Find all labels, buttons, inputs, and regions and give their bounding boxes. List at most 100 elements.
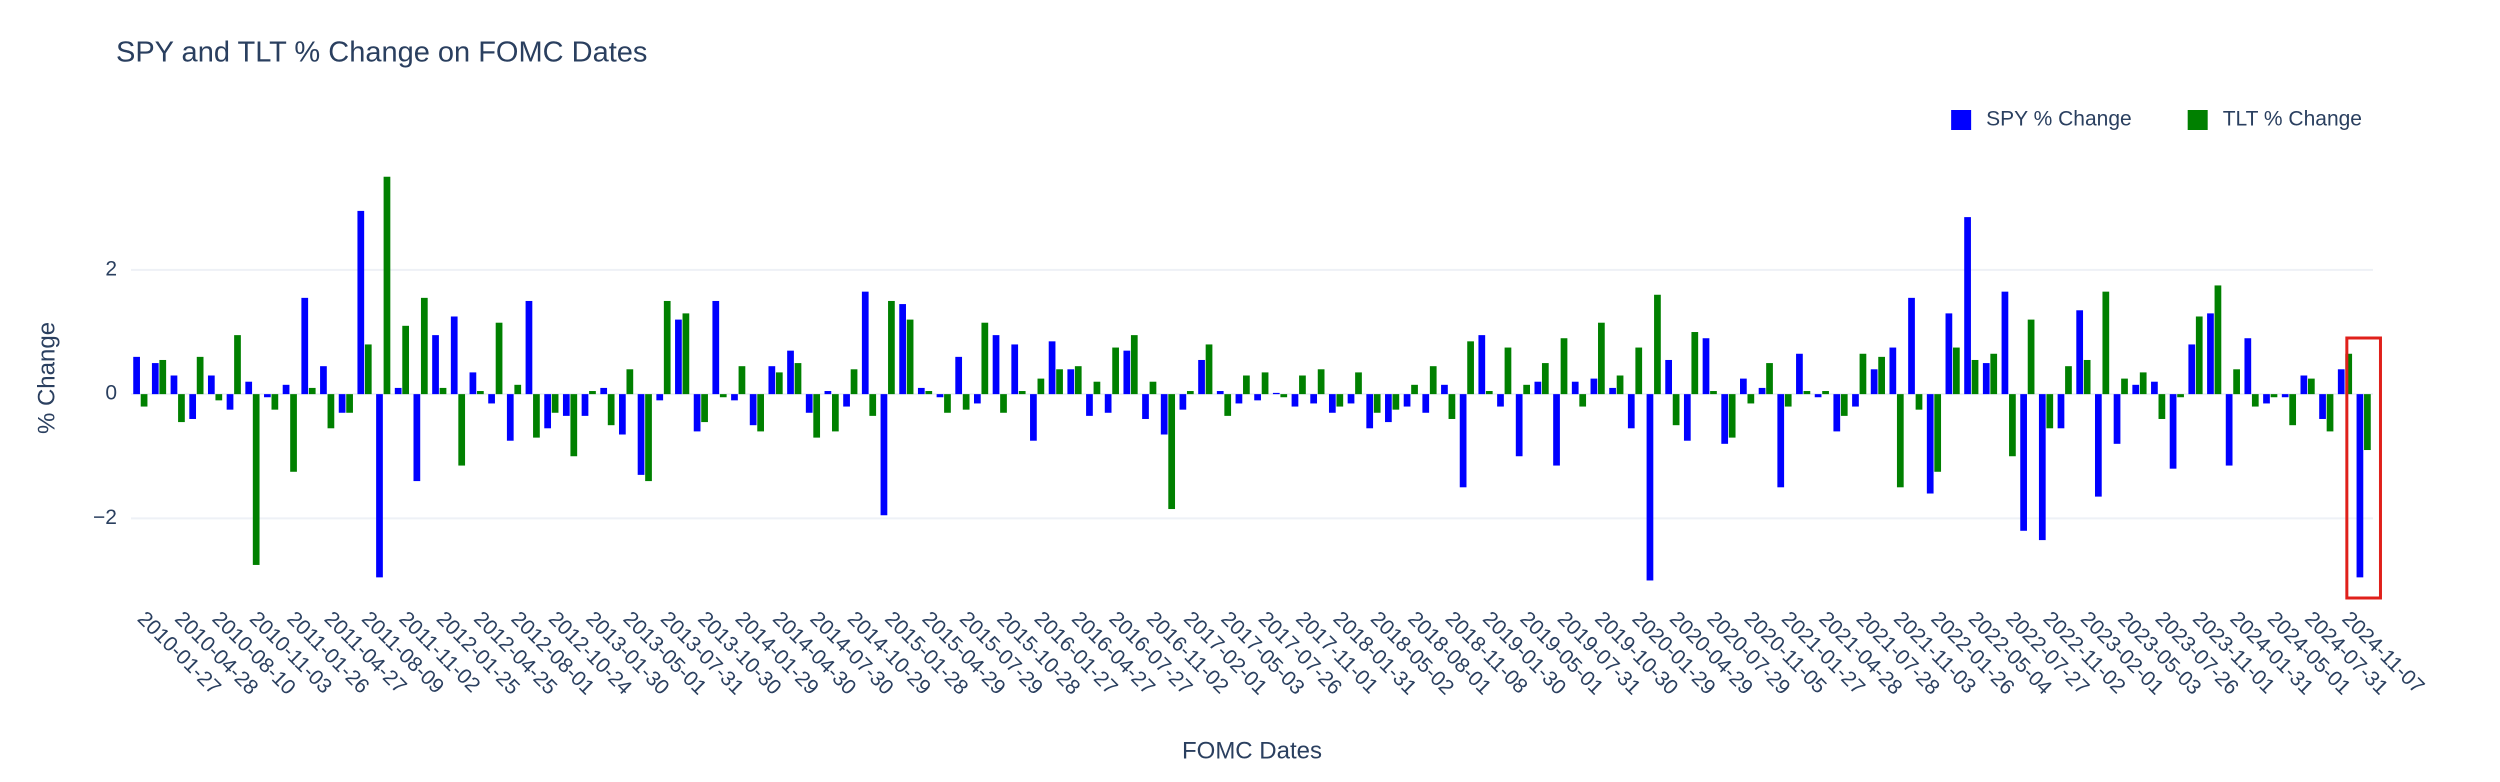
bar — [1796, 353, 1803, 395]
bar — [1878, 356, 1885, 395]
bar — [1541, 363, 1549, 395]
bar — [1448, 394, 1456, 419]
bar — [888, 300, 895, 395]
bar — [439, 387, 447, 395]
bar — [1504, 347, 1512, 395]
bar — [1299, 375, 1306, 395]
bar — [1160, 394, 1168, 435]
bar — [2244, 338, 2252, 395]
bar — [2326, 394, 2334, 432]
bar — [450, 316, 458, 395]
y-tick-label: −2 — [93, 506, 117, 529]
bar — [1224, 394, 1232, 416]
bar — [178, 394, 185, 423]
bar — [1037, 378, 1045, 395]
bar — [477, 391, 484, 395]
bar — [1086, 394, 1093, 416]
bar — [1691, 332, 1699, 395]
bar — [2364, 394, 2371, 451]
bar — [364, 344, 372, 395]
bar — [1291, 394, 1299, 407]
bar — [1702, 338, 1710, 395]
bar — [2020, 394, 2027, 531]
bar — [936, 394, 944, 398]
bar — [981, 322, 989, 395]
bar — [151, 363, 159, 395]
bar — [196, 356, 204, 395]
bar — [1385, 394, 1392, 423]
bar — [1915, 394, 1923, 410]
bar — [1280, 394, 1288, 398]
bar — [159, 359, 167, 395]
bar — [1560, 338, 1568, 395]
bar — [1048, 341, 1056, 395]
bar — [413, 394, 421, 482]
bar — [955, 356, 963, 395]
bar — [2337, 369, 2345, 395]
bar — [1840, 394, 1848, 416]
bar — [245, 381, 253, 395]
bar — [626, 369, 634, 395]
bar — [1952, 347, 1960, 395]
bar — [271, 394, 279, 410]
bar — [2177, 394, 2184, 398]
bar — [506, 394, 514, 441]
bar — [1198, 359, 1205, 395]
bar — [1467, 341, 1474, 395]
bar — [1803, 391, 1811, 395]
bar — [2102, 291, 2110, 395]
bar — [1254, 394, 1261, 401]
bar — [514, 384, 522, 395]
bar — [308, 387, 316, 395]
bar — [1179, 394, 1187, 410]
bar — [1093, 381, 1101, 395]
bar — [2057, 394, 2065, 429]
bar — [1523, 384, 1531, 395]
bar — [1515, 394, 1523, 457]
bar — [215, 394, 223, 401]
bar — [290, 394, 297, 472]
legend-label: SPY % Change — [1986, 108, 2132, 131]
bar — [2065, 366, 2072, 395]
bar — [320, 366, 327, 395]
bar — [1822, 391, 1829, 395]
bar — [338, 394, 346, 413]
bar — [533, 394, 540, 438]
bar — [1665, 359, 1673, 395]
bar — [1104, 394, 1112, 413]
bar — [1934, 394, 1942, 472]
bar — [1011, 344, 1019, 395]
bar — [2001, 291, 2009, 395]
bar — [2188, 344, 2196, 395]
bar — [383, 176, 391, 395]
bar — [1355, 372, 1362, 395]
legend-swatch — [1951, 110, 1972, 130]
bar — [2356, 394, 2364, 578]
bar — [2038, 394, 2046, 541]
bar — [1908, 297, 1915, 395]
bar — [402, 325, 410, 395]
bar — [1243, 375, 1250, 395]
bar — [880, 394, 888, 516]
bar — [1074, 366, 1082, 395]
bar — [1478, 335, 1486, 395]
bar — [1000, 394, 1007, 413]
bar — [2121, 378, 2128, 395]
bar — [207, 375, 215, 395]
bar — [719, 394, 727, 398]
bar — [1411, 384, 1418, 395]
bar — [1130, 335, 1138, 395]
bar — [562, 394, 570, 416]
bar — [682, 313, 690, 395]
bar — [140, 394, 148, 407]
legend-label: TLT % Change — [2223, 108, 2362, 131]
bar — [944, 394, 951, 413]
bar — [495, 322, 503, 395]
bar — [2113, 394, 2121, 444]
bar — [2151, 381, 2158, 395]
bar — [2270, 394, 2278, 398]
bar — [1964, 217, 1971, 395]
bar — [1497, 394, 1504, 407]
bar — [1747, 394, 1755, 404]
bar — [2195, 316, 2203, 395]
